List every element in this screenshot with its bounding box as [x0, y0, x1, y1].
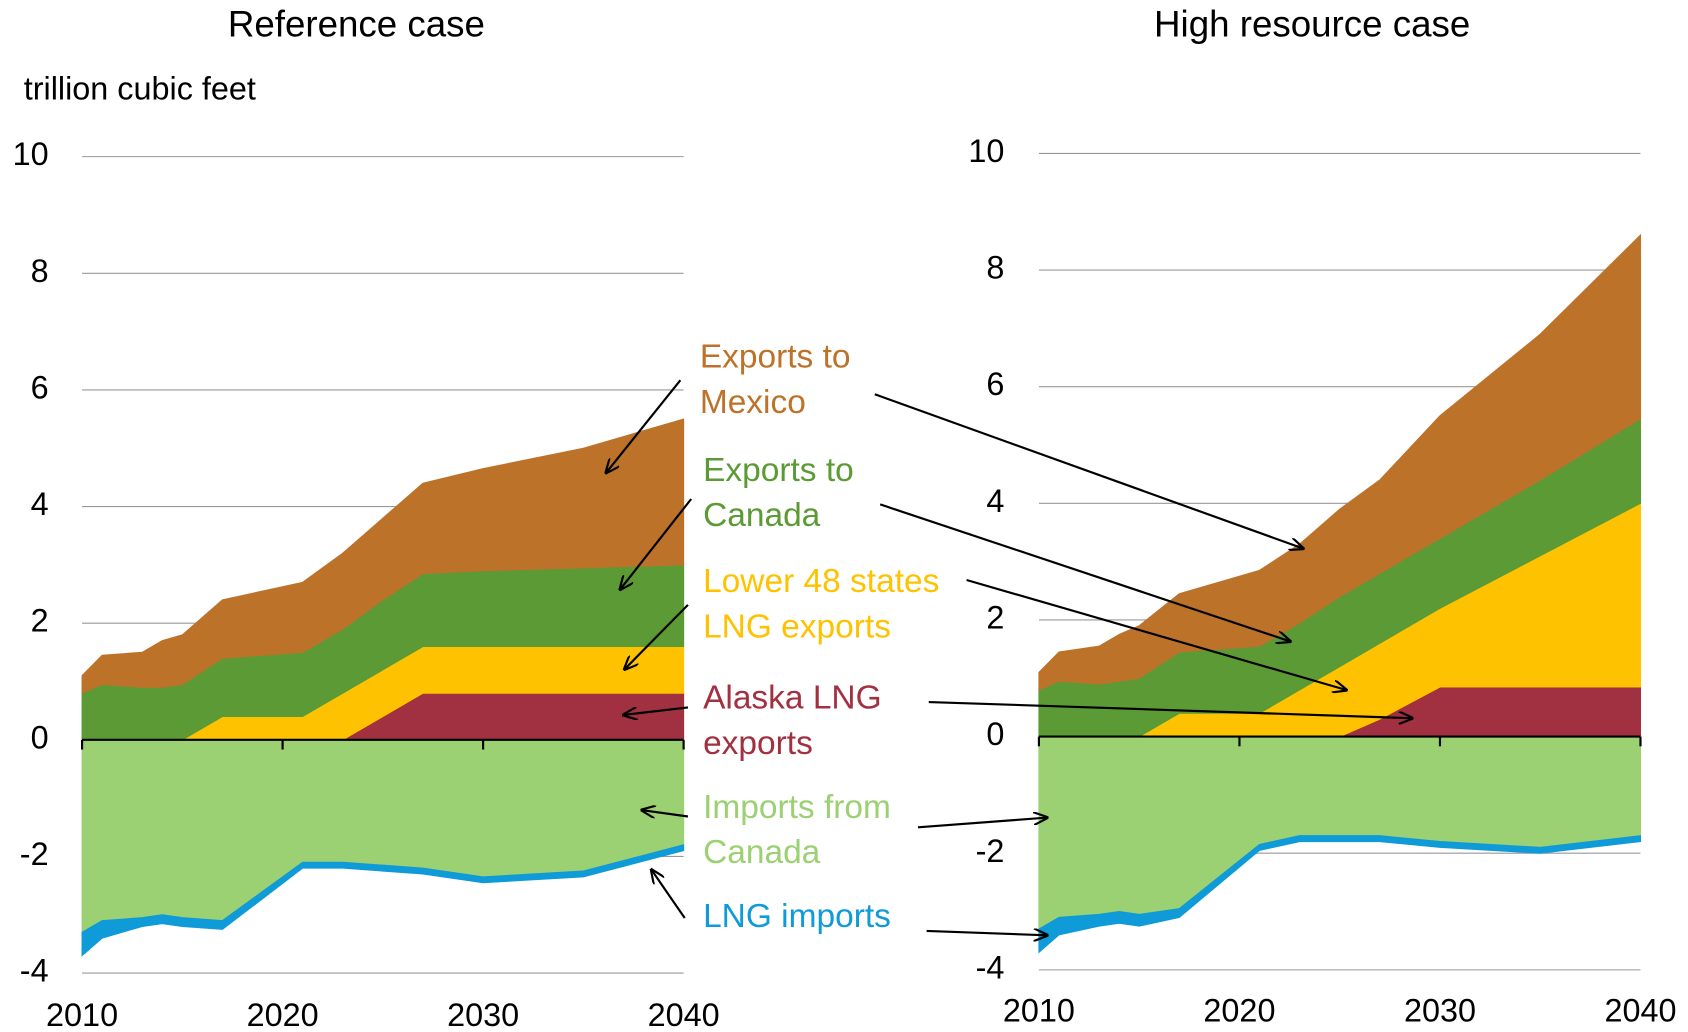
area — [1038, 736, 1642, 930]
arrow — [926, 931, 1048, 935]
annotation: Imports from — [703, 789, 891, 826]
y-tick-label: 10 — [968, 133, 1004, 169]
annotation: LNG exports — [703, 608, 891, 645]
area — [1038, 835, 1642, 954]
y-tick-label: -4 — [20, 953, 49, 989]
x-tick-label: 2010 — [1003, 993, 1075, 1029]
y-tick-label: 2 — [986, 600, 1004, 636]
area — [1038, 233, 1642, 691]
annotation: Alaska LNG — [703, 680, 882, 717]
arrow — [623, 706, 689, 715]
annotation: Lower 48 states — [703, 563, 939, 600]
annotation: exports — [703, 725, 813, 762]
annotation: Exports to — [700, 338, 851, 375]
annotation: Canada — [703, 497, 821, 534]
y-tick-label: 4 — [31, 486, 49, 522]
arrow — [874, 393, 1304, 548]
x-tick-label: 2020 — [247, 997, 319, 1032]
y-tick-label: -2 — [976, 833, 1005, 869]
arrow — [879, 503, 1290, 641]
arrow — [606, 379, 682, 473]
annotation: Exports to — [703, 452, 854, 489]
arrow — [917, 818, 1048, 829]
y-tick-label: 8 — [31, 253, 49, 289]
x-tick-label: 2040 — [1604, 993, 1676, 1029]
y-axis-label: trillion cubic feet — [24, 70, 256, 106]
x-tick-label: 2040 — [648, 997, 720, 1032]
y-tick-label: 2 — [31, 603, 49, 639]
y-tick-label: 6 — [31, 369, 49, 405]
arrow — [620, 498, 693, 590]
y-tick-label: 6 — [986, 366, 1004, 402]
area — [81, 418, 685, 694]
annotation: Canada — [703, 834, 821, 871]
chart-title: High resource case — [1154, 4, 1470, 45]
y-tick-label: -4 — [976, 949, 1005, 985]
x-tick-label: 2030 — [1404, 993, 1476, 1029]
annotation: LNG imports — [703, 898, 891, 935]
arrow — [966, 578, 1347, 690]
x-tick-label: 2020 — [1203, 993, 1275, 1029]
y-tick-label: 0 — [31, 719, 49, 755]
x-tick-label: 2010 — [46, 997, 118, 1032]
y-tick-label: 4 — [986, 483, 1004, 519]
area — [81, 844, 685, 957]
y-tick-label: 8 — [986, 250, 1004, 286]
arrow — [624, 604, 689, 670]
arrow — [642, 810, 689, 816]
y-tick-label: -2 — [20, 836, 49, 872]
arrow — [928, 700, 1413, 718]
chart-title: Reference case — [228, 4, 485, 45]
arrow — [651, 869, 686, 919]
arrows — [606, 379, 1413, 935]
y-tick-label: 10 — [13, 136, 49, 172]
y-tick-label: 0 — [986, 716, 1004, 752]
annotation: Mexico — [700, 384, 806, 421]
area — [81, 739, 685, 934]
plots — [80, 152, 1642, 974]
x-tick-label: 2030 — [447, 997, 519, 1032]
